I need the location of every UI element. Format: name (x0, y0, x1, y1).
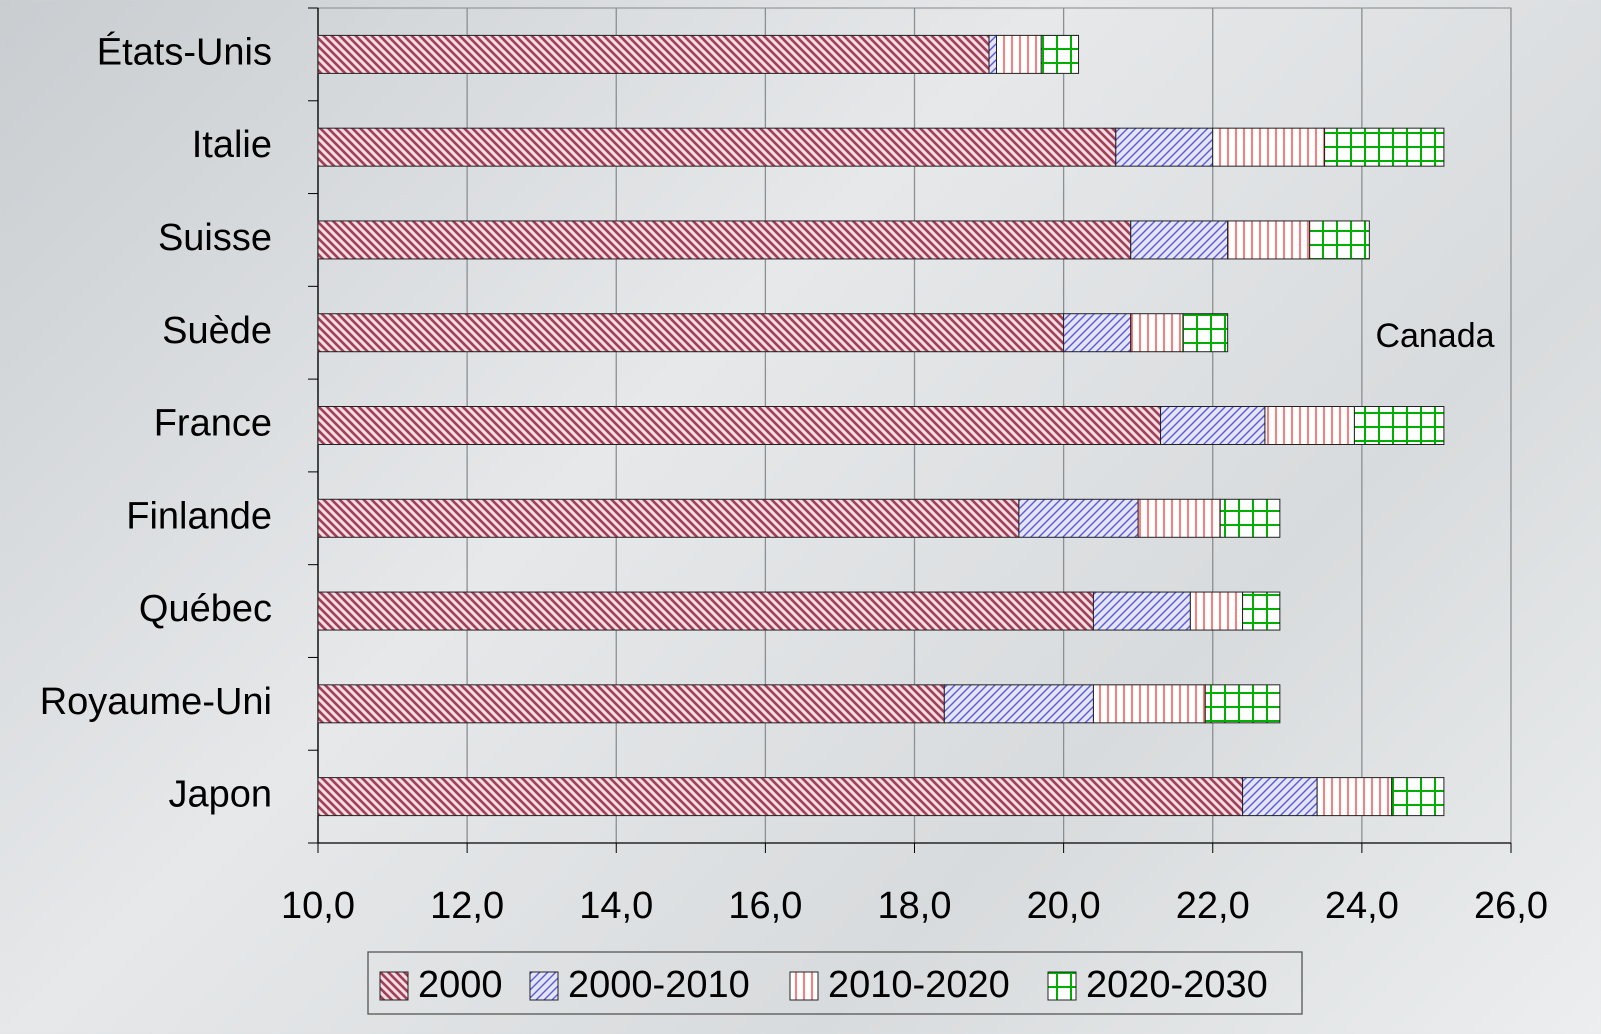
x-tick-label: 10,0 (281, 885, 355, 927)
legend-swatch (379, 971, 409, 1001)
bar-segment (1212, 127, 1326, 167)
bar-segment (317, 34, 990, 74)
bar-segment (1242, 591, 1281, 631)
bar-segment (1092, 684, 1206, 724)
legend-swatch (789, 971, 819, 1001)
legend-label: 2010-2020 (828, 964, 1010, 1006)
x-tick-label: 24,0 (1325, 885, 1399, 927)
y-tick-label: Suède (162, 310, 272, 352)
bar-segment (1391, 777, 1445, 817)
bar-segment (1353, 406, 1445, 445)
y-tick-label: Suisse (158, 217, 272, 259)
bar-segment (1130, 220, 1229, 260)
bar-segment (1063, 313, 1132, 353)
x-tick-label: 16,0 (728, 885, 802, 927)
bar-segment (317, 498, 1020, 538)
annotation: Canada (1375, 317, 1494, 355)
bar-segment (317, 220, 1132, 260)
bar-segment (1324, 127, 1445, 167)
bar-segment (996, 34, 1042, 74)
legend-label: 2000-2010 (568, 964, 750, 1006)
legend-swatch (529, 971, 559, 1001)
y-tick-label: France (154, 403, 272, 445)
bar-segment (1018, 498, 1139, 538)
x-tick-label: 20,0 (1027, 885, 1101, 927)
legend-box (367, 951, 1303, 1015)
bar-segment (1219, 498, 1281, 538)
bar-segment (1092, 591, 1191, 631)
bar-segment (1204, 684, 1281, 724)
bar-segment (1264, 406, 1355, 445)
y-tick-label: États-Unis (97, 30, 272, 73)
bar-segment (1137, 498, 1221, 538)
y-tick-label: Finlande (126, 495, 272, 537)
bar-segment (317, 777, 1244, 817)
bar-segment (988, 34, 998, 74)
x-tick-label: 26,0 (1474, 885, 1548, 927)
y-tick-label: Japon (168, 774, 272, 816)
bar-segment (943, 684, 1094, 724)
bar-segment (317, 313, 1065, 353)
bar-segment (1189, 591, 1244, 631)
legend-label: 2020-2030 (1086, 964, 1268, 1006)
y-tick-label: Royaume-Uni (40, 681, 272, 723)
x-tick-label: 18,0 (878, 885, 952, 927)
bar-segment (1040, 34, 1080, 74)
bar-segment (1130, 313, 1184, 353)
bar-segment (1316, 777, 1393, 817)
bar-segment (1309, 220, 1370, 260)
y-tick-label: Québec (139, 588, 272, 630)
x-tick-label: 22,0 (1176, 885, 1250, 927)
bar-segment (1160, 406, 1266, 445)
bar-segment (1182, 313, 1229, 353)
legend-label: 2000 (418, 964, 503, 1006)
bar-segment (317, 591, 1094, 631)
bar-segment (1115, 127, 1214, 167)
bar-segment (1242, 777, 1318, 817)
bar-segment (1227, 220, 1311, 260)
x-tick-label: 12,0 (430, 885, 504, 927)
bar-segment (317, 127, 1117, 167)
bar-segment (317, 406, 1162, 445)
legend-swatch (1047, 971, 1077, 1001)
y-tick-label: Italie (192, 124, 272, 166)
bar-segment (317, 684, 945, 724)
x-tick-label: 14,0 (579, 885, 653, 927)
